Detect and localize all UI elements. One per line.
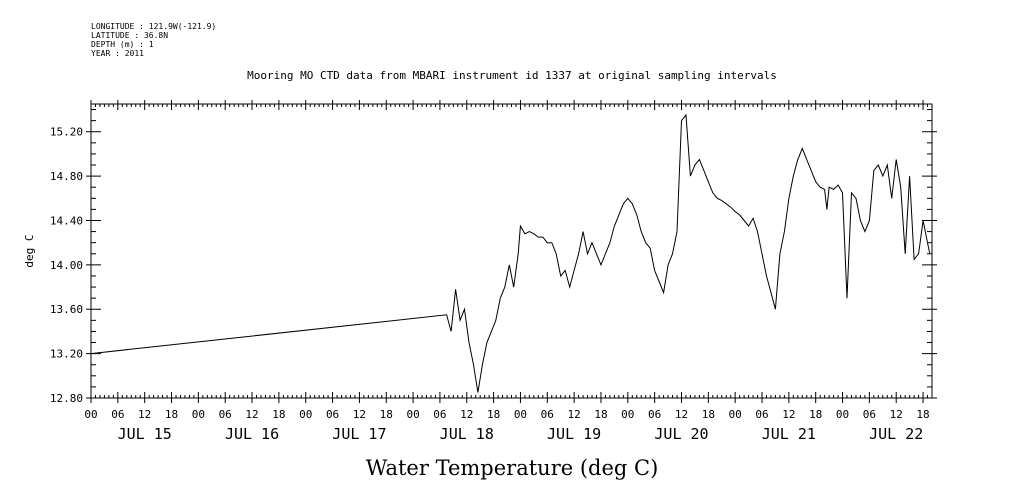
x-tick-label: 06 [326,408,339,421]
x-tick-label: 06 [433,408,446,421]
plot-frame [90,103,933,399]
day-label: JUL 15 [118,425,172,443]
x-axis-title: Water Temperature (deg C) [366,456,659,480]
day-label: JUL 17 [332,425,386,443]
x-tick-label: 06 [863,408,876,421]
x-tick-label: 00 [192,408,205,421]
x-tick-label: 12 [460,408,473,421]
x-tick-label: 06 [219,408,232,421]
axis-ticks [86,100,937,403]
x-tick-label: 18 [916,408,929,421]
x-tick-label: 18 [380,408,393,421]
x-tick-label: 12 [782,408,795,421]
meta-longitude: LONGITUDE : 121.9W(-121.9) [91,22,216,31]
chart-title: Mooring MO CTD data from MBARI instrumen… [247,69,777,82]
x-tick-label: 06 [648,408,661,421]
series-group [90,113,931,393]
x-tick-label: 12 [890,408,903,421]
x-tick-label: 18 [809,408,822,421]
y-tick-label: 14.40 [50,214,83,227]
day-label: JUL 20 [654,425,708,443]
x-tick-label: 18 [702,408,715,421]
day-label: JUL 19 [547,425,601,443]
x-tick-label: 18 [487,408,500,421]
x-tick-label: 00 [406,408,419,421]
x-tick-label: 00 [84,408,97,421]
x-tick-label: 00 [836,408,849,421]
x-tick-label: 12 [245,408,258,421]
x-tick-label: 18 [272,408,285,421]
y-axis-label: deg C [23,234,36,267]
day-label: JUL 16 [225,425,279,443]
meta-latitude: LATITUDE : 36.8N [91,31,168,40]
y-tick-label: 13.20 [50,348,83,361]
x-tick-label: 06 [541,408,554,421]
x-tick-label: 18 [594,408,607,421]
metadata-block: LONGITUDE : 121.9W(-121.9) LATITUDE : 36… [91,22,216,58]
x-tick-label: 12 [138,408,151,421]
day-label: JUL 18 [440,425,494,443]
x-tick-label: 00 [299,408,312,421]
day-label: JUL 22 [869,425,923,443]
meta-depth: DEPTH (m) : 1 [91,40,154,49]
x-tick-labels: 00 06 12 18 00 06 12 18 00 06 12 18 00 06 12 18 00 06 12 18… [84,408,929,421]
x-tick-label: 12 [568,408,581,421]
meta-year: YEAR : 2011 [91,49,144,58]
day-label: JUL 21 [762,425,816,443]
x-tick-label: 12 [675,408,688,421]
x-tick-label: 12 [353,408,366,421]
x-tick-label: 00 [621,408,634,421]
x-tick-label: 06 [755,408,768,421]
day-labels: JUL 15 JUL 16 JUL 17 JUL 18 JUL 19 JUL 20 JUL … [118,425,924,443]
x-tick-label: 00 [514,408,527,421]
x-tick-label: 18 [165,408,178,421]
y-tick-label: 15.20 [50,126,83,139]
x-tick-label: 00 [729,408,742,421]
x-tick-label: 06 [111,408,124,421]
y-tick-label: 14.80 [50,170,83,183]
y-tick-label: 13.60 [50,303,83,316]
y-tick-label: 12.80 [50,392,83,405]
y-tick-labels: 12.80 13.20 13.60 14.00 14.40 14.80 15.20 [50,126,83,405]
y-tick-label: 14.00 [50,259,83,272]
series-line [90,113,931,393]
